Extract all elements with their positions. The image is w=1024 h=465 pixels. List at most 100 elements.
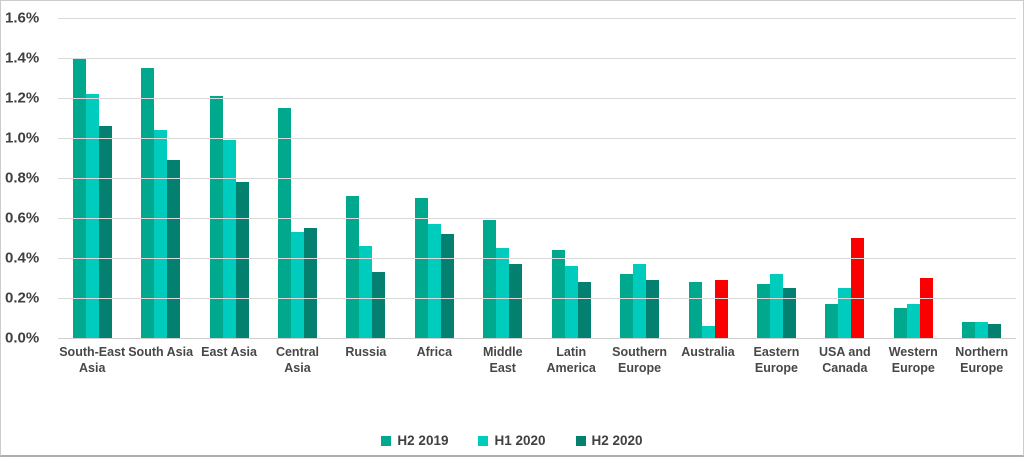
bar-h2-2019-eastern-europe [756,284,770,338]
x-label-east-asia: East Asia [201,345,257,359]
plot-area [58,18,1016,339]
bar-h1-2020-usa-and-canada [838,288,852,338]
bar-h2-2019-western-europe [893,308,907,338]
bar-group-latin-america [537,18,605,338]
y-tick-label-0-8: 0.8% [5,169,40,187]
gridline-0-2 [58,298,1016,299]
bar-groups [58,18,1016,338]
bar-h1-2020-middle-east [496,248,510,338]
y-tick-label-1-4: 1.4% [5,49,40,67]
x-label-south-east-asia: South-East Asia [59,345,126,376]
gridline-1-4 [58,58,1016,59]
bar-h2-2020-western-europe [919,278,933,338]
bar-h1-2020-southern-europe [633,264,647,338]
bar-h2-2020-south-east-asia [98,126,112,338]
x-label-usa-and-canada: USA and Canada [819,345,871,376]
bar-h2-2019-russia [346,196,360,338]
bar-group-africa [400,18,468,338]
y-tick-label-1-6: 1.6% [5,9,40,27]
y-tick-label-0-0: 0.0% [5,329,40,347]
bar-h2-2020-usa-and-canada [851,238,865,338]
bar-h1-2020-western-europe [906,304,920,338]
bar-h1-2020-russia [359,246,373,338]
x-label-central-asia: Central Asia [275,345,320,376]
bar-h2-2019-latin-america [551,250,565,338]
x-label-southern-europe: Southern Europe [612,345,668,376]
x-label-africa: Africa [416,345,453,359]
legend-item-h1-2020: H1 2020 [478,433,546,448]
y-tick-label-0-2: 0.2% [5,289,40,307]
bar-h2-2020-middle-east [509,264,523,338]
bar-h2-2019-usa-and-canada [825,304,839,338]
bar-h2-2019-australia [688,282,702,338]
x-axis: South-East Asia South Asia East Asia Centra… [58,344,1016,377]
x-label-australia: Australia [681,345,735,359]
bar-h1-2020-northern-europe [975,322,989,338]
y-tick-label-0-6: 0.6% [5,209,40,227]
gridline-0-6 [58,218,1016,219]
bar-h1-2020-south-east-asia [85,94,99,338]
bar-h2-2020-southern-europe [646,280,660,338]
bar-group-southern-europe [605,18,673,338]
bar-h1-2020-africa [427,224,441,338]
bar-group-australia [674,18,742,338]
gridline-1-2 [58,98,1016,99]
bar-group-northern-europe [947,18,1015,338]
x-label-middle-east: Middle East [482,345,523,376]
bar-h2-2020-eastern-europe [782,288,796,338]
bar-h2-2019-southern-europe [620,274,634,338]
bar-h2-2020-central-asia [303,228,317,338]
gridline-0-4 [58,258,1016,259]
x-label-south-asia: South Asia [128,345,194,359]
bar-group-south-east-asia [58,18,126,338]
bar-h2-2019-east-asia [209,96,223,338]
legend-label-h2-2020: H2 2020 [591,433,643,448]
x-label-eastern-europe: Eastern Europe [753,345,800,376]
bar-h2-2019-africa [414,198,428,338]
legend-item-h2-2019: H2 2019 [381,433,448,448]
bar-h2-2019-central-asia [277,108,291,338]
bar-h1-2020-central-asia [290,232,304,338]
bar-h2-2020-latin-america [577,282,591,338]
bar-h1-2020-latin-america [564,266,578,338]
bar-h2-2020-australia [714,280,728,338]
bar-h1-2020-eastern-europe [769,274,783,338]
bar-h1-2020-east-asia [222,140,236,338]
legend-item-h2-2020: H2 2020 [575,433,643,448]
y-tick-label-0-4: 0.4% [5,249,40,267]
x-label-western-europe: Western Europe [888,345,938,376]
bar-group-usa-and-canada [811,18,879,338]
bar-h2-2020-russia [372,272,386,338]
bar-h1-2020-south-asia [154,130,168,338]
legend-marker-h1-2020 [478,435,489,446]
bar-h2-2020-east-asia [235,182,249,338]
x-label-latin-america: Latin America [546,345,596,376]
bar-group-east-asia [195,18,263,338]
x-label-russia: Russia [345,345,387,359]
legend-label-h1-2020: H1 2020 [494,433,546,448]
bar-h2-2019-south-asia [141,68,155,338]
bar-h1-2020-australia [701,326,715,338]
legend: H2 2019 H1 2020 H2 2020 [1,433,1023,448]
y-axis: 0.0% 0.2% 0.4% 0.6% 0.8% 1.0% 1.2% 1.4% 1.6% [5,1,51,455]
bar-group-western-europe [879,18,947,338]
gridline-1-0 [58,138,1016,139]
gridline-0-8 [58,178,1016,179]
bar-h2-2020-south-asia [167,160,181,338]
bar-h2-2019-middle-east [483,220,497,338]
legend-marker-h2-2020 [575,435,586,446]
bar-h2-2020-africa [440,234,454,338]
bar-group-eastern-europe [742,18,810,338]
bar-h2-2020-northern-europe [988,324,1002,338]
y-tick-label-1-2: 1.2% [5,89,40,107]
bar-group-middle-east [469,18,537,338]
gridline-1-6 [58,18,1016,19]
bar-h2-2019-south-east-asia [72,58,86,338]
bar-h2-2019-northern-europe [962,322,976,338]
y-tick-label-1-0: 1.0% [5,129,40,147]
legend-marker-h2-2019 [381,435,392,446]
bar-group-south-asia [126,18,194,338]
x-label-northern-europe: Northern Europe [955,345,1009,376]
legend-label-h2-2019: H2 2019 [397,433,449,448]
